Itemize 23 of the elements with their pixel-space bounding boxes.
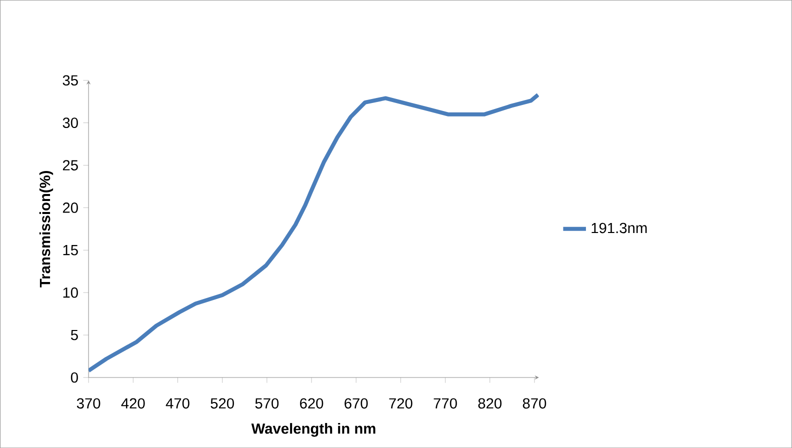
y-tick-label: 10: [63, 287, 78, 298]
x-tick-label: 570: [255, 398, 279, 408]
x-tick-label: 520: [210, 398, 234, 408]
x-tick-label: 870: [522, 398, 546, 408]
y-tick-label: 35: [62, 75, 78, 86]
y-tick-label: 5: [70, 330, 78, 340]
y-tick-label: 0: [70, 372, 78, 383]
x-tick-label: 720: [389, 398, 412, 408]
x-tick-label: 470: [166, 398, 190, 408]
x-tick-label: 770: [434, 398, 457, 408]
x-tick-label: 670: [344, 398, 368, 408]
x-tick-label: 820: [478, 398, 502, 408]
x-tick-label: 620: [300, 398, 324, 408]
y-tick-label: 25: [62, 160, 78, 170]
x-tick-label: 420: [121, 398, 145, 408]
legend-label: 191.3nm: [592, 222, 647, 234]
x-axis-title: Wavelength in nm: [251, 422, 376, 437]
y-tick-label: 20: [62, 202, 78, 213]
y-axis-title: Transmission(%): [39, 170, 54, 288]
y-tick-label: 15: [63, 244, 78, 256]
y-tick-label: 30: [62, 118, 78, 128]
x-tick-label: 370: [76, 398, 100, 408]
line-series: [88, 92, 539, 373]
